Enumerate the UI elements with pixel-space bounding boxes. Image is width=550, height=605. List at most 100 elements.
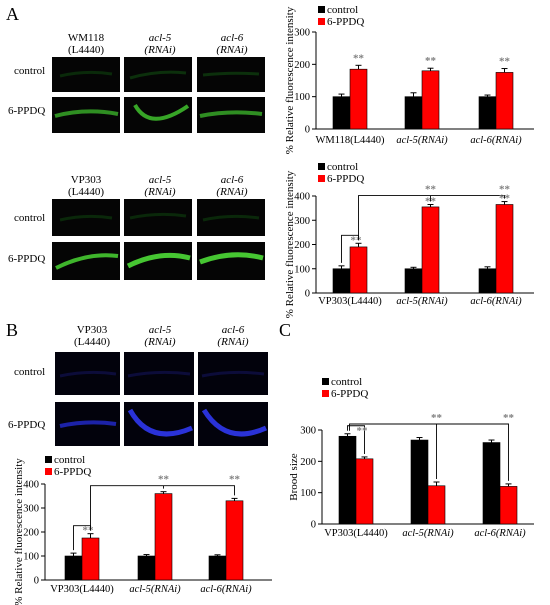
y-tick-label: 300: [294, 28, 310, 39]
bar-treated: [499, 486, 518, 525]
significance-bracket: [349, 423, 509, 481]
x-tick-label: acl-5(RNAi): [129, 584, 181, 595]
bar-control: [208, 555, 227, 581]
y-tick-label: 0: [311, 520, 316, 531]
legend-swatch-treated: [318, 175, 325, 182]
worm-a1-wm118-control: [59, 70, 113, 78]
legend-swatch-treated: [322, 390, 329, 397]
bar-control: [332, 96, 351, 130]
chart-b: 0 100 200 300 400% Relative fluorescence int…: [13, 454, 272, 605]
y-tick-label: 200: [294, 60, 310, 71]
col-label-acl5-b2-sub: (RNAi): [144, 186, 175, 198]
x-tick-label: VP303(L4440): [50, 584, 114, 595]
significance-marker: **: [503, 412, 515, 424]
col-label-b-acl6: acl-6: [222, 324, 245, 336]
bar-treated: [495, 204, 514, 294]
y-tick-label: 0: [305, 289, 310, 300]
significance-bracket: [358, 195, 505, 241]
col-label-acl6-b2: acl-6: [221, 174, 244, 186]
col-label-vp303: VP303: [71, 174, 102, 186]
x-tick-label: acl-6(RNAi): [470, 135, 522, 146]
legend-label: 6-PPDQ: [327, 173, 364, 185]
legend-swatch-control: [318, 6, 325, 13]
worm-a1-acl5-control: [129, 70, 187, 80]
x-tick-label: WM118(L4440): [315, 135, 385, 146]
col-label-b-vp303-sub: (L4440): [74, 336, 110, 348]
bar-treated: [421, 70, 440, 130]
x-tick-label: acl-5(RNAi): [396, 296, 448, 307]
significance-marker: **: [499, 184, 511, 196]
col-label-acl5-sub: (RNAi): [144, 44, 175, 56]
significance-marker: **: [431, 412, 443, 424]
legend-label: control: [327, 4, 358, 16]
col-label-acl6-b2-sub: (RNAi): [216, 186, 247, 198]
bar-treated: [349, 246, 368, 294]
legend-swatch-control: [45, 456, 52, 463]
y-tick-label: 300: [23, 504, 39, 515]
legend-label: 6-PPDQ: [331, 388, 368, 400]
bar-treated: [427, 485, 446, 525]
x-tick-label: acl-6(RNAi): [200, 584, 252, 595]
col-label-acl5: acl-5: [149, 32, 172, 44]
y-tick-label: 400: [23, 480, 39, 491]
x-tick-label: VP303(L4440): [324, 528, 388, 539]
micrograph-b-acl5-6ppdq: [124, 402, 194, 446]
y-tick-label: 100: [300, 488, 316, 499]
significance-marker: **: [425, 184, 437, 196]
col-label-b-vp303: VP303: [77, 324, 108, 336]
micrograph-b-acl6-6ppdq: [198, 402, 268, 446]
legend-label: control: [331, 376, 362, 388]
worm-a2-vp303-6ppdq: [55, 253, 119, 270]
legend-label: 6-PPDQ: [327, 16, 364, 28]
panel-a-block1-column-labels: WM118 (L4440) acl-5 (RNAi) acl-6 (RNAi): [68, 32, 248, 56]
bar-control: [478, 268, 497, 294]
worm-a2-acl5-6ppdq: [126, 252, 191, 269]
significance-marker: **: [351, 234, 363, 246]
y-tick-label: 100: [294, 92, 310, 103]
bar-control: [404, 96, 423, 130]
worm-a1-acl6-6ppdq: [199, 110, 263, 118]
x-tick-label: acl-6(RNAi): [470, 296, 522, 307]
worm-a1-acl5-6ppdq: [133, 103, 190, 121]
worm-b-vp303-control: [59, 370, 117, 378]
y-tick-label: 300: [300, 426, 316, 437]
y-tick-label: 300: [294, 216, 310, 227]
bar-treated: [81, 537, 100, 581]
y-axis-label: % Relative fluorescence intensity: [284, 6, 296, 154]
worm-a2-acl6-control: [202, 214, 260, 222]
x-tick-label: acl-6(RNAi): [474, 528, 526, 539]
row-label-control: control: [14, 65, 45, 77]
col-label-wm118-sub: (L4440): [68, 44, 104, 56]
legend-swatch-control: [322, 378, 329, 385]
significance-bracket: [90, 485, 235, 531]
worm-b-acl6-6ppdq: [201, 408, 268, 437]
chart-a2: 0 100 200 300 400% Relative fluorescence int…: [284, 161, 534, 318]
micrograph-a1-acl5-control: [124, 57, 192, 92]
x-tick-label: VP303(L4440): [318, 296, 382, 307]
chart-a1: 0 100 200 300% Relative fluorescence intens…: [284, 4, 534, 154]
bar-control: [137, 555, 156, 581]
significance-marker: **: [425, 195, 437, 207]
worm-a1-acl6-control: [202, 71, 260, 77]
panel-b-column-labels: VP303 (L4440) acl-5 (RNAi) acl-6 (RNAi): [74, 324, 249, 348]
row-label-b-6ppdq: 6-PPDQ: [8, 419, 45, 431]
bar-control: [478, 96, 497, 130]
col-label-wm118: WM118: [68, 32, 105, 44]
y-tick-label: 100: [294, 264, 310, 275]
bar-control: [332, 268, 351, 294]
micrograph-a1-acl5-6ppdq: [124, 97, 192, 133]
significance-marker: **: [499, 56, 511, 68]
bar-control: [338, 435, 357, 525]
bar-treated: [225, 500, 244, 581]
bar-treated: [495, 72, 514, 130]
significance-marker: **: [83, 525, 95, 537]
legend-label: control: [54, 454, 85, 466]
col-label-vp303-sub: (L4440): [68, 186, 104, 198]
worm-b-acl5-control: [127, 370, 191, 378]
significance-marker: **: [158, 474, 170, 486]
worm-a2-vp303-control: [59, 214, 113, 222]
bar-treated: [154, 493, 173, 581]
panel-a-block2-column-labels: VP303 (L4440) acl-5 (RNAi) acl-6 (RNAi): [68, 174, 248, 198]
x-tick-label: acl-5(RNAi): [402, 528, 454, 539]
